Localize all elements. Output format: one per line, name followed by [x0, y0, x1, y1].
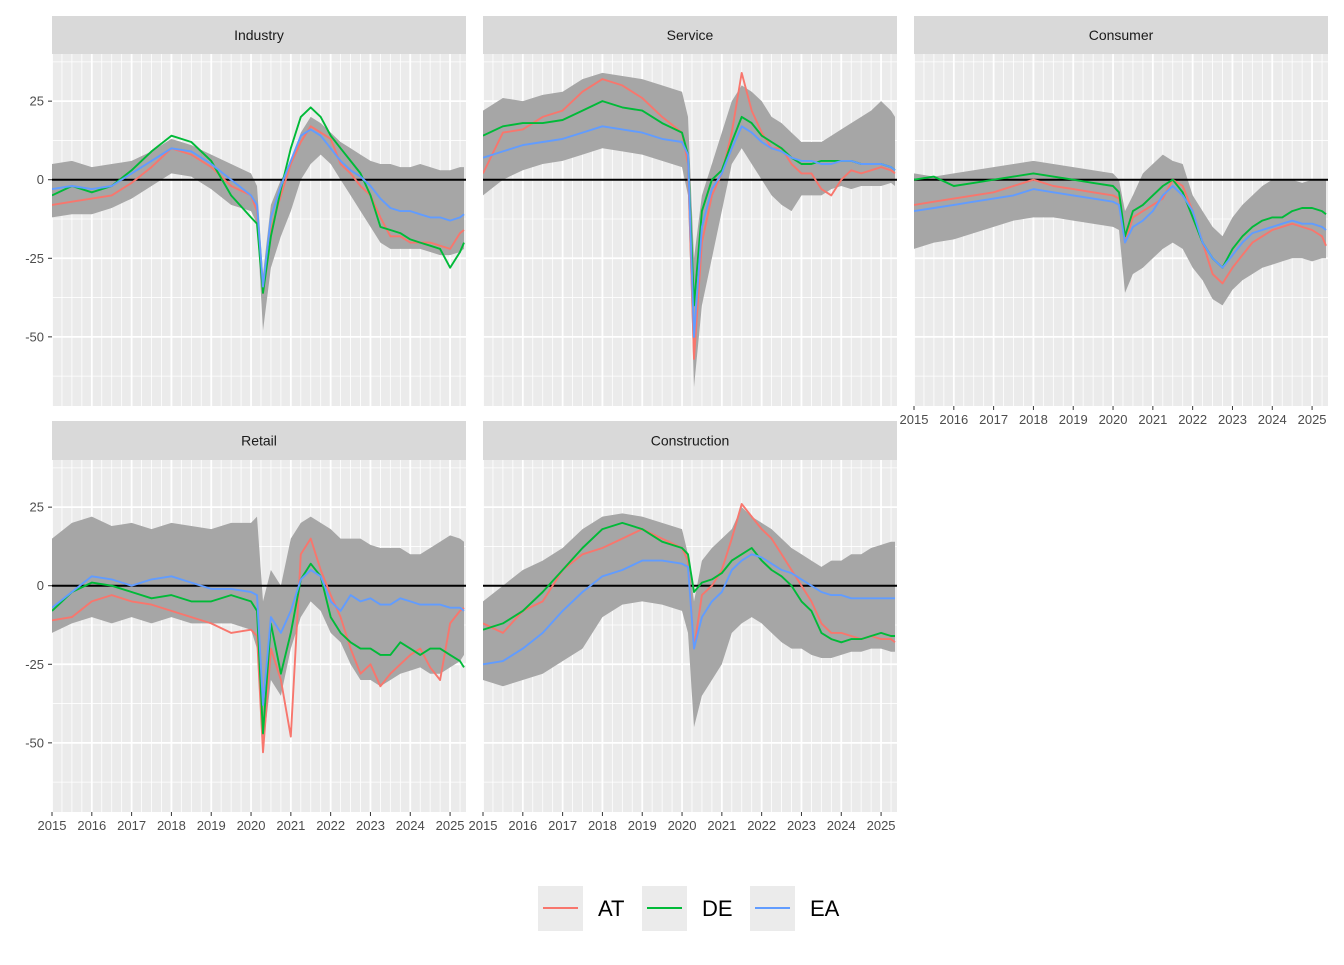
y-tick-label: -25	[25, 657, 44, 672]
x-tick-label: 2023	[1218, 412, 1247, 427]
facet-title: Service	[667, 27, 714, 43]
series-line-at	[52, 125, 465, 294]
x-tick-label: 2024	[827, 818, 856, 833]
series-line-de	[52, 562, 465, 735]
x-tick-label: 2015	[900, 412, 929, 427]
y-tick-label: 0	[37, 578, 44, 593]
y-tick-label: -50	[25, 735, 44, 750]
facet-title: Retail	[241, 433, 277, 449]
x-tick-label: 2023	[356, 818, 385, 833]
x-tick-label: 2020	[1099, 412, 1128, 427]
y-tick-label: 0	[37, 172, 44, 187]
series-line-de	[483, 521, 895, 644]
x-tick-label: 2020	[668, 818, 697, 833]
plot-area	[52, 516, 466, 754]
x-tick-label: 2018	[588, 818, 617, 833]
x-tick-label: 2015	[38, 818, 67, 833]
panel-consumer: Consumer 2015 2016 2017 2018 2019 2020 2021 2022…	[900, 16, 1328, 427]
x-tick-label: 2019	[197, 818, 226, 833]
x-tick-label: 2020	[237, 818, 266, 833]
series-line-ea	[52, 569, 465, 707]
x-tick-label: 2024	[396, 818, 425, 833]
x-tick-label: 2016	[77, 818, 106, 833]
legend-label: AT	[598, 896, 624, 921]
x-tick-label: 2016	[508, 818, 537, 833]
series-line-de	[914, 172, 1327, 269]
series-line-ea	[483, 125, 896, 338]
x-tick-label: 2024	[1258, 412, 1287, 427]
panel-construction: Construction 2015 2016 2017 2018 2019 2020 2021…	[469, 421, 897, 833]
x-tick-label: 2025	[436, 818, 465, 833]
facet-title: Construction	[651, 433, 730, 449]
x-tick-label: 2016	[939, 412, 968, 427]
x-tick-label: 2021	[707, 818, 736, 833]
x-tick-label: 2017	[548, 818, 577, 833]
x-tick-label: 2021	[1138, 412, 1167, 427]
x-tick-label: 2021	[276, 818, 305, 833]
x-tick-label: 2023	[787, 818, 816, 833]
x-tick-label: 2015	[469, 818, 498, 833]
x-tick-label: 2018	[157, 818, 186, 833]
x-tick-label: 2022	[1178, 412, 1207, 427]
y-tick-label: -25	[25, 251, 44, 266]
series-line-ea	[914, 185, 1327, 269]
plot-area	[483, 503, 897, 728]
plot-area	[52, 106, 466, 331]
x-tick-label: 2019	[1059, 412, 1088, 427]
series-line-de	[52, 106, 465, 294]
panel-industry: Industry 25 0 -25 -50	[25, 16, 466, 406]
legend: AT DE EA	[538, 886, 840, 931]
x-tick-label: 2025	[867, 818, 896, 833]
gridlines	[914, 54, 1328, 406]
x-tick-label: 2022	[747, 818, 776, 833]
series-line-at	[483, 503, 896, 650]
x-tick-label: 2019	[628, 818, 657, 833]
y-tick-label: -50	[25, 329, 44, 344]
y-tick-label: 25	[30, 500, 44, 515]
x-tick-label: 2025	[1298, 412, 1327, 427]
facet-strip	[483, 421, 897, 460]
facet-strip	[483, 16, 897, 54]
x-tick-label: 2022	[316, 818, 345, 833]
series-line-at	[483, 71, 896, 360]
legend-label: DE	[702, 896, 733, 921]
range-band	[483, 72, 895, 388]
series-line-ea	[483, 553, 895, 666]
facet-strip	[52, 16, 466, 54]
series-line-at	[914, 178, 1327, 285]
plot-area	[483, 71, 897, 388]
facet-strip	[52, 421, 466, 460]
facet-strip	[914, 16, 1328, 54]
facet-title: Consumer	[1089, 27, 1154, 43]
panel-retail: Retail 25 0 -25 -50 2015 2016 2017 2018 2019 2020 2…	[25, 421, 466, 833]
range-band	[483, 507, 895, 728]
plot-area	[914, 154, 1328, 306]
series-line-ea	[52, 128, 465, 288]
x-tick-label: 2017	[117, 818, 146, 833]
panel-service: Service	[483, 16, 897, 406]
x-tick-label: 2018	[1019, 412, 1048, 427]
facet-title: Industry	[234, 27, 284, 43]
x-tick-label: 2017	[979, 412, 1008, 427]
legend-label: EA	[810, 896, 840, 921]
y-tick-label: 25	[30, 94, 44, 109]
